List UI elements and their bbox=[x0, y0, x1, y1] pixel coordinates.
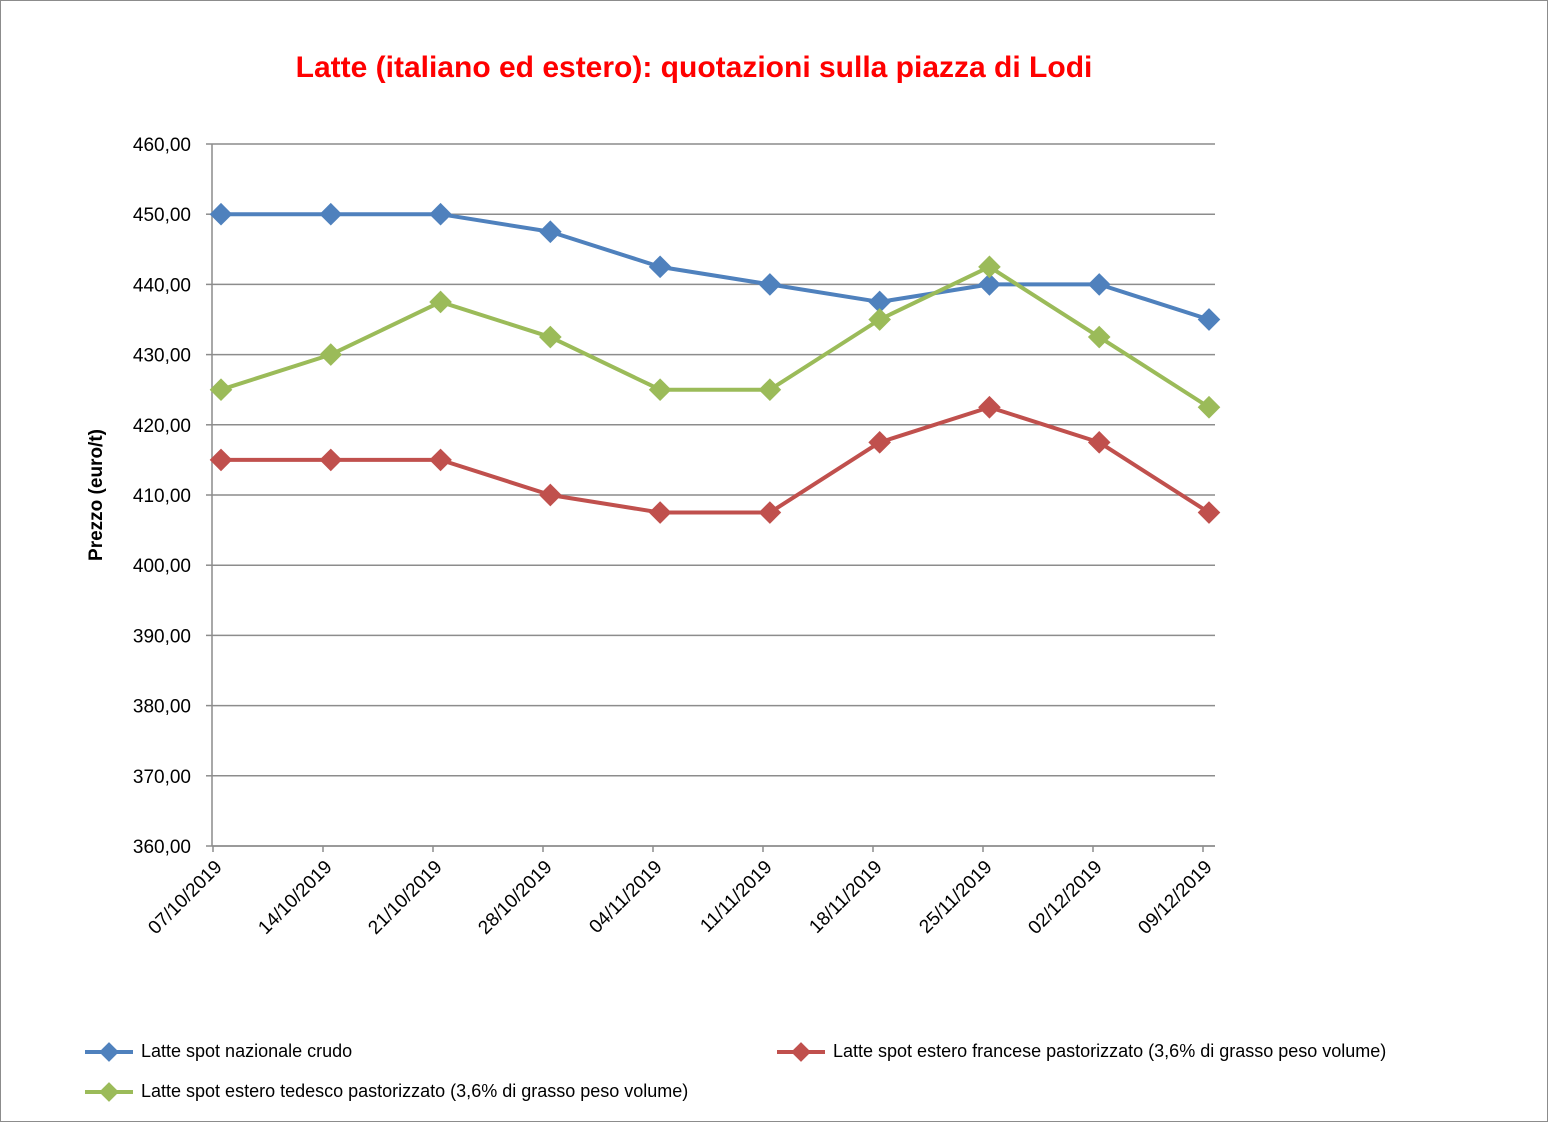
x-tick-label: 11/11/2019 bbox=[696, 857, 776, 937]
data-point-marker bbox=[319, 343, 343, 366]
y-tick-label: 380,00 bbox=[133, 697, 191, 718]
series-line bbox=[220, 264, 1211, 409]
data-point-marker bbox=[978, 255, 1001, 279]
data-point-marker bbox=[319, 448, 343, 472]
series-2 bbox=[209, 255, 1221, 419]
legend-marker bbox=[777, 1041, 825, 1062]
y-tick-label: 460,00 bbox=[133, 135, 191, 156]
legend-label: Latte spot estero tedesco pastorizzato (… bbox=[141, 1081, 689, 1101]
data-point-marker bbox=[1197, 395, 1221, 419]
data-point-marker bbox=[209, 378, 233, 402]
legend-item-nazionale: Latte spot nazionale crudo bbox=[85, 1041, 352, 1062]
data-point-marker bbox=[539, 325, 562, 349]
data-point-marker bbox=[429, 448, 452, 472]
legend-item-francese: Latte spot estero francese pastorizzato … bbox=[777, 1041, 1386, 1062]
data-point-marker bbox=[868, 308, 891, 331]
x-tick-label: 07/10/2019 bbox=[144, 857, 226, 939]
series-0 bbox=[209, 202, 1221, 331]
x-tick-label: 04/11/2019 bbox=[585, 857, 666, 938]
data-point-marker bbox=[1197, 501, 1221, 524]
data-point-marker bbox=[539, 220, 562, 244]
series-1 bbox=[209, 395, 1221, 524]
y-tick-label: 430,00 bbox=[133, 346, 191, 367]
x-tick-label: 28/10/2019 bbox=[474, 857, 556, 939]
data-point-marker bbox=[1087, 325, 1111, 349]
series-line bbox=[221, 212, 1210, 322]
legend-marker bbox=[85, 1041, 133, 1062]
data-point-marker bbox=[429, 202, 452, 226]
y-tick-label: 420,00 bbox=[133, 416, 191, 437]
axes bbox=[211, 144, 1215, 847]
data-point-marker bbox=[209, 202, 233, 226]
data-point-marker bbox=[209, 448, 233, 472]
y-tick-label: 440,00 bbox=[133, 275, 191, 296]
y-axis-label: Prezzo (euro/t) bbox=[86, 429, 107, 561]
x-tick-label: 09/12/2019 bbox=[1134, 857, 1216, 939]
legend-marker bbox=[85, 1081, 133, 1102]
x-axis-ticks: 07/10/2019 14/10/2019 21/10/2019 28/10/2019… bbox=[144, 846, 1217, 939]
y-tick-label: 400,00 bbox=[133, 556, 191, 577]
x-tick-label: 18/11/2019 bbox=[805, 857, 886, 938]
data-point-marker bbox=[868, 290, 891, 314]
x-tick-label: 14/10/2019 bbox=[254, 857, 336, 939]
y-tick-label: 450,00 bbox=[133, 205, 191, 226]
data-point-marker bbox=[648, 501, 672, 524]
legend-item-tedesco: Latte spot estero tedesco pastorizzato (… bbox=[85, 1081, 688, 1102]
data-point-marker bbox=[648, 378, 672, 402]
data-point-marker bbox=[978, 395, 1001, 419]
data-point-marker bbox=[758, 378, 782, 402]
chart-title: Latte (italiano ed estero): quotazioni s… bbox=[295, 51, 1093, 84]
y-tick-label: 410,00 bbox=[133, 486, 191, 507]
series-lines bbox=[209, 202, 1221, 524]
data-point-marker bbox=[868, 431, 891, 454]
y-tick-label: 370,00 bbox=[133, 767, 191, 788]
data-point-marker bbox=[1197, 308, 1221, 331]
data-point-marker bbox=[1087, 273, 1111, 296]
gridlines bbox=[212, 143, 1215, 847]
series-line bbox=[221, 405, 1211, 515]
data-point-marker bbox=[758, 501, 782, 524]
data-point-marker bbox=[648, 255, 672, 279]
data-point-marker bbox=[319, 202, 343, 226]
x-tick-label: 02/12/2019 bbox=[1024, 857, 1106, 939]
data-point-marker bbox=[1087, 431, 1111, 454]
x-tick-label: 21/10/2019 bbox=[364, 857, 446, 939]
x-tick-label: 25/11/2019 bbox=[915, 857, 996, 938]
y-tick-label: 360,00 bbox=[133, 837, 191, 858]
legend-label: Latte spot estero francese pastorizzato … bbox=[833, 1041, 1387, 1061]
legend-label: Latte spot nazionale crudo bbox=[141, 1041, 353, 1061]
line-chart: 360,00 370,00 380,00 390,00 400,00 410,00 420,… bbox=[86, 135, 1221, 939]
y-axis-ticks: 360,00 370,00 380,00 390,00 400,00 410,00 420,… bbox=[133, 135, 212, 858]
data-point-marker bbox=[758, 273, 782, 296]
y-tick-label: 390,00 bbox=[133, 626, 191, 647]
data-point-marker bbox=[539, 483, 562, 507]
data-point-marker bbox=[429, 290, 452, 314]
data-point-marker bbox=[978, 273, 1001, 296]
